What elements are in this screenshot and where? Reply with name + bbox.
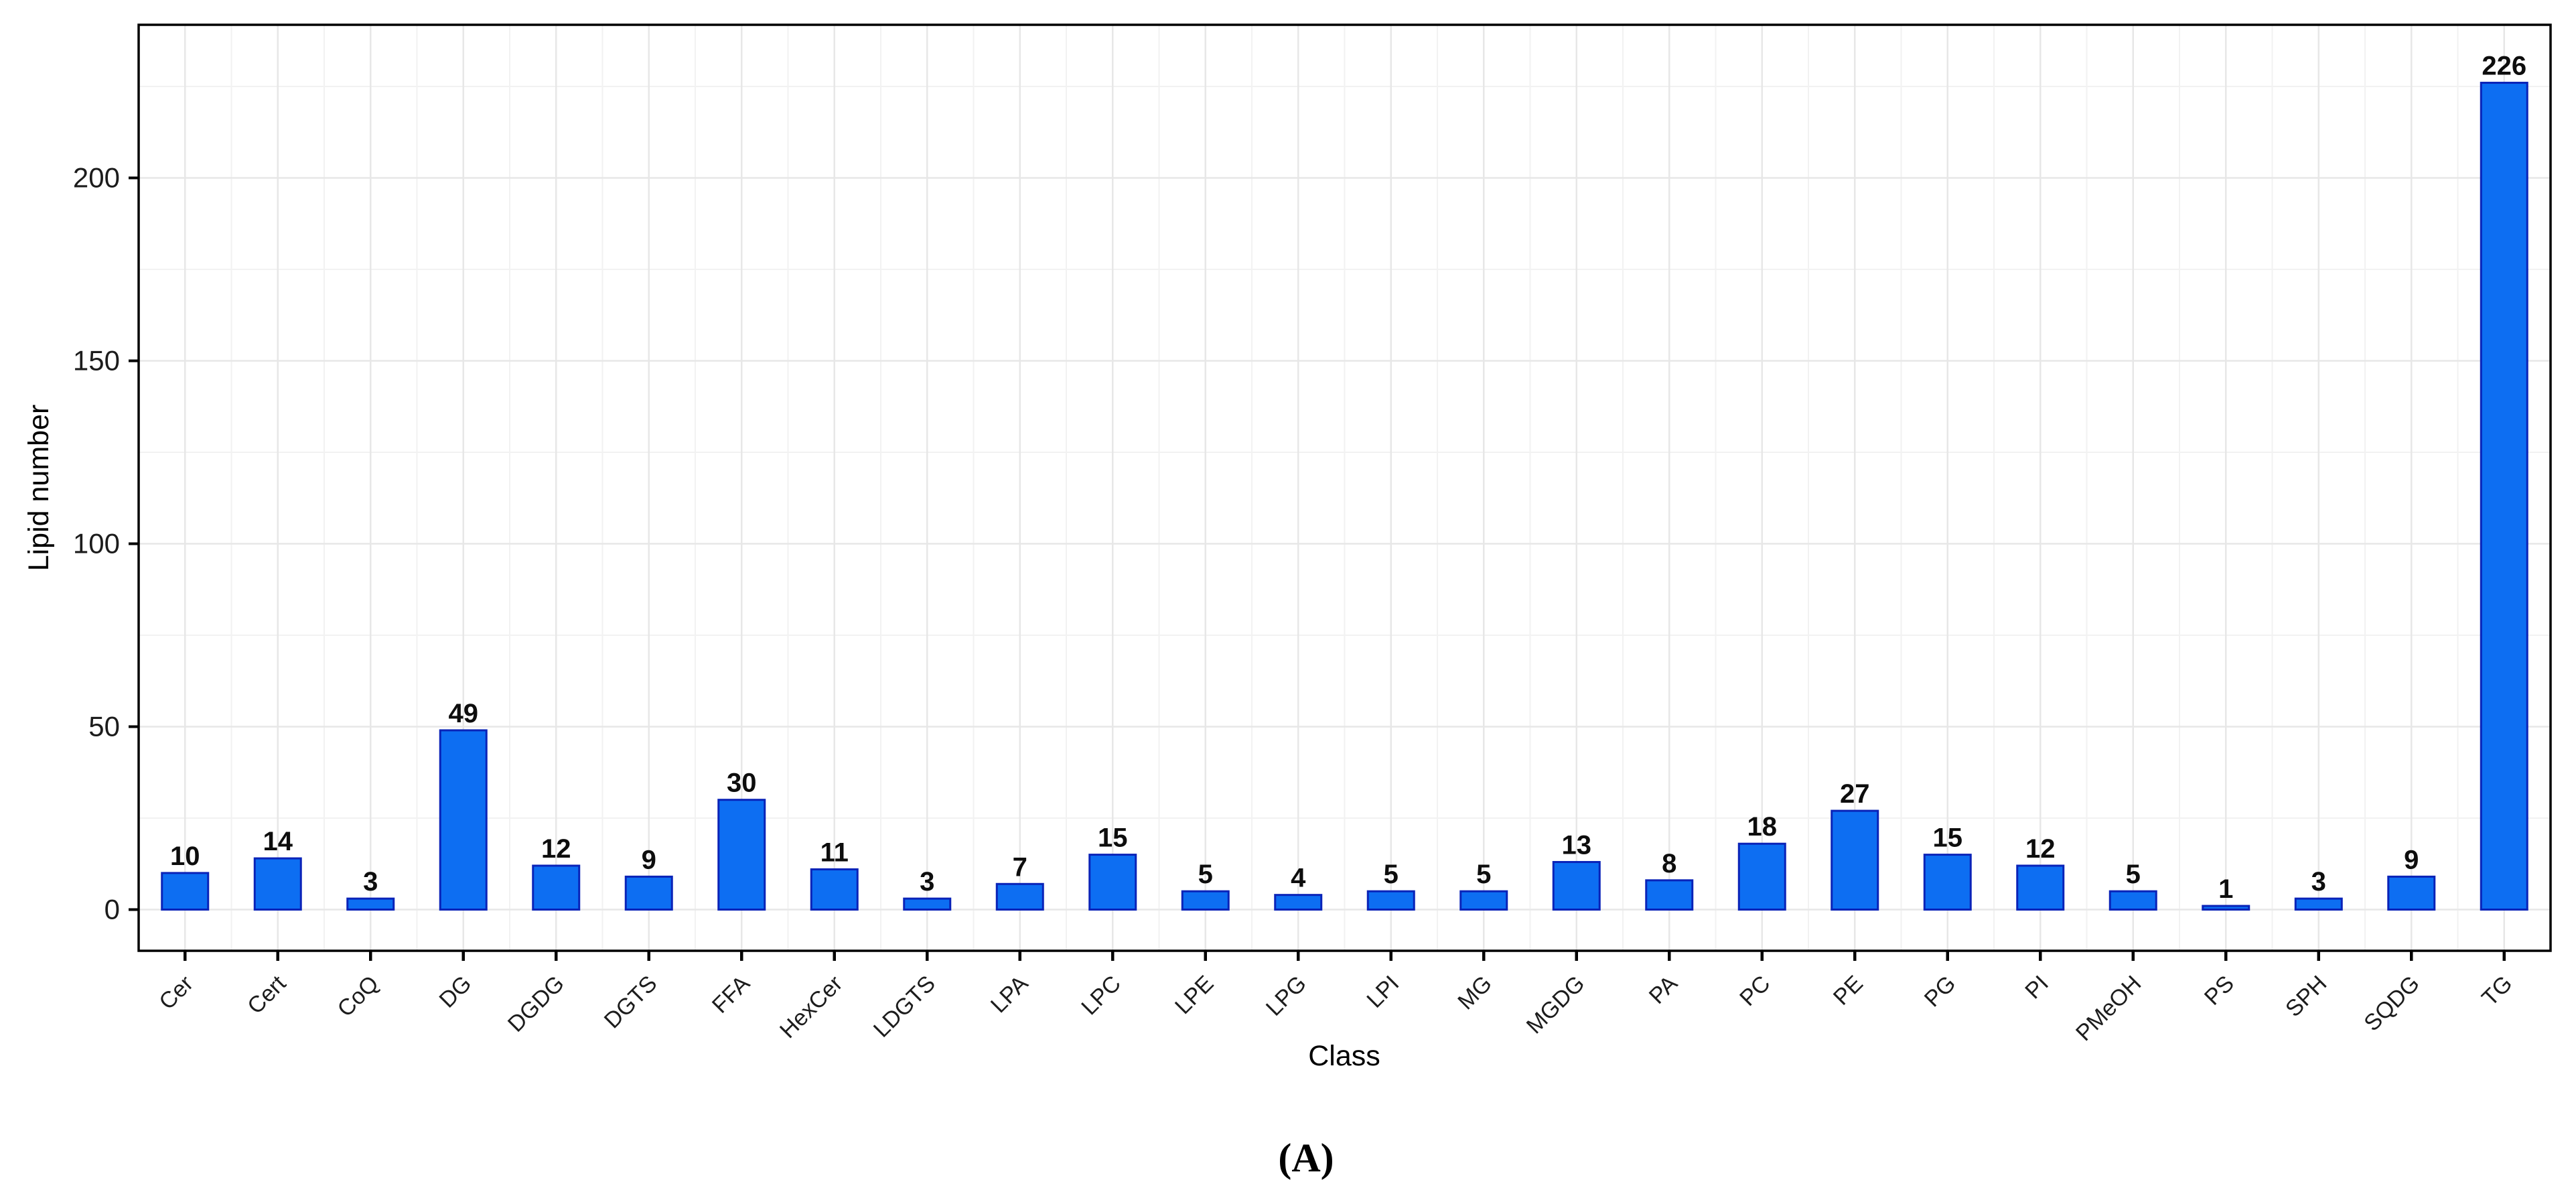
bar-value-label: 9 — [642, 845, 656, 874]
x-tick-label: PA — [1644, 971, 1683, 1009]
bar-value-label: 7 — [1013, 852, 1027, 882]
x-tick-label: PE — [1829, 971, 1868, 1010]
axis-ticks — [129, 176, 2506, 961]
x-tick-label: TG — [2477, 971, 2517, 1011]
bar-value-label: 15 — [1098, 823, 1128, 853]
bar-value-label: 12 — [2025, 834, 2056, 864]
bar-PI — [2016, 864, 2065, 911]
bar-CoQ — [346, 897, 395, 911]
bar-value-label: 27 — [1840, 779, 1870, 809]
bar-PC — [1737, 842, 1786, 911]
bars — [161, 82, 2528, 911]
bar-value-label: 14 — [263, 827, 293, 856]
bar-value-label: 4 — [1291, 864, 1306, 893]
bar-value-label: 11 — [820, 838, 849, 867]
bar-value-label: 3 — [920, 867, 934, 897]
gridlines-minor — [139, 25, 2551, 951]
plot-border — [137, 23, 2552, 952]
bar-Cer — [161, 872, 210, 911]
bar-value-label: 12 — [541, 834, 571, 864]
bar-MG — [1459, 890, 1508, 911]
x-tick-label: MG — [1453, 971, 1497, 1015]
x-tick-label: PI — [2020, 971, 2054, 1004]
bar-value-label: 226 — [2482, 52, 2526, 81]
x-tick-label: PG — [1920, 971, 1961, 1012]
bar-DG — [439, 729, 488, 911]
y-tick-label: 150 — [73, 345, 120, 377]
x-tick-label: SPH — [2281, 971, 2332, 1022]
x-tick-label: PC — [1735, 971, 1775, 1011]
bar-HexCer — [810, 868, 859, 911]
x-tick-label: LPC — [1076, 971, 1126, 1020]
y-tick-label: 200 — [73, 162, 120, 194]
bar-DGTS — [624, 875, 673, 911]
x-tick-label: Cert — [242, 970, 291, 1019]
bar-PMeOH — [2108, 890, 2157, 911]
bar-SPH — [2294, 897, 2343, 911]
x-tick-label: FFA — [707, 971, 755, 1018]
bar-value-label: 13 — [1562, 831, 1592, 860]
x-tick-label: LPG — [1261, 971, 1311, 1021]
bar-LDGTS — [903, 897, 952, 911]
bar-DGDG — [532, 864, 581, 911]
bar-PA — [1645, 879, 1694, 911]
x-tick-label: MGDG — [1522, 971, 1590, 1039]
x-tick-label: DGTS — [599, 971, 662, 1034]
bar-value-label: 9 — [2404, 845, 2419, 874]
bar-TG — [2480, 82, 2528, 911]
bar-value-label: 15 — [1933, 823, 1963, 853]
x-tick-label: LDGTS — [869, 971, 940, 1043]
y-axis-title: Lipid number — [23, 405, 55, 572]
x-tick-label: PS — [2200, 971, 2239, 1010]
x-tick-label: LPE — [1170, 971, 1218, 1019]
bar-value-label: 3 — [363, 867, 378, 897]
bar-value-label: 8 — [1662, 849, 1676, 878]
bar-value-label: 5 — [1476, 860, 1491, 889]
bar-LPA — [995, 882, 1044, 911]
bar-value-label: 18 — [1747, 812, 1778, 842]
bar-LPC — [1088, 854, 1137, 911]
x-tick-label: DGDG — [503, 971, 569, 1037]
x-tick-label: LPA — [986, 971, 1033, 1018]
y-tick-label: 0 — [104, 894, 120, 925]
bar-value-label: 5 — [1384, 860, 1399, 889]
x-tick-label: PMeOH — [2071, 971, 2146, 1046]
bar-value-label: 3 — [2311, 867, 2326, 897]
x-tick-label: DG — [434, 971, 476, 1013]
bar-FFA — [717, 799, 766, 911]
bar-PE — [1831, 809, 1879, 911]
x-axis-title: Class — [1308, 1040, 1380, 1072]
x-tick-label: Cer — [154, 971, 198, 1015]
bar-SQDG — [2387, 875, 2436, 911]
bar-MGDG — [1552, 861, 1601, 911]
y-tick-label: 50 — [88, 711, 120, 742]
figure-caption: (A) — [1278, 1136, 1334, 1180]
x-tick-label: CoQ — [333, 971, 384, 1022]
bar-LPG — [1274, 894, 1323, 911]
bar-Cert — [253, 857, 302, 911]
bar-LPI — [1366, 890, 1415, 911]
y-tick-label: 100 — [73, 528, 120, 559]
bar-PS — [2202, 905, 2250, 911]
bar-value-label: 1 — [2218, 874, 2233, 904]
bar-value-label: 5 — [2126, 860, 2141, 889]
x-tick-label: SQDG — [2359, 971, 2425, 1037]
bar-value-label: 10 — [170, 842, 200, 871]
bar-value-label: 49 — [449, 699, 479, 728]
bar-LPE — [1181, 890, 1230, 911]
x-tick-label: HexCer — [775, 971, 847, 1043]
x-tick-label: LPI — [1362, 971, 1404, 1013]
bar-value-label: 30 — [727, 769, 757, 798]
bar-PG — [1923, 854, 1972, 911]
bar-value-label: 5 — [1198, 860, 1213, 889]
